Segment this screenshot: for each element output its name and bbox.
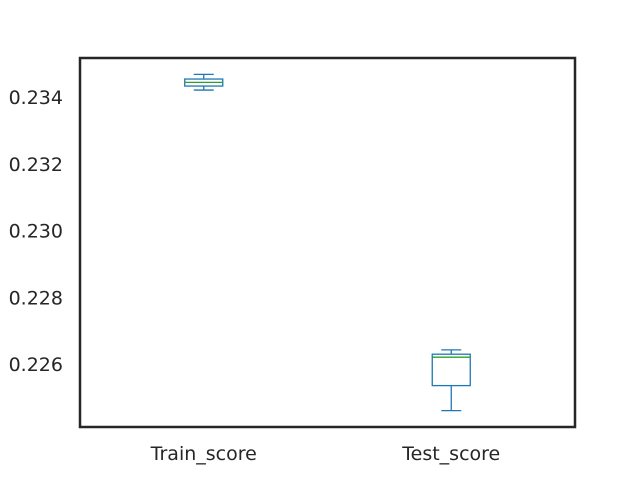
x-category-label: Test_score: [401, 443, 500, 465]
x-category-label: Train_score: [150, 443, 257, 465]
y-axis-ticks: 0.226 0.228 0.230 0.232 0.234: [9, 87, 63, 376]
y-tick-label: 0.226: [9, 354, 63, 376]
iqr-box: [431, 353, 471, 387]
plot-frame: [78, 56, 577, 429]
box-train-score: [184, 73, 224, 91]
y-tick-label: 0.232: [9, 154, 63, 176]
box-series: [184, 73, 471, 412]
y-tick-label: 0.228: [9, 287, 63, 309]
y-tick-label: 0.234: [9, 87, 63, 109]
x-axis-ticks: Train_score Test_score: [150, 443, 501, 465]
y-tick-label: 0.230: [9, 221, 63, 243]
box-test-score: [431, 349, 471, 412]
